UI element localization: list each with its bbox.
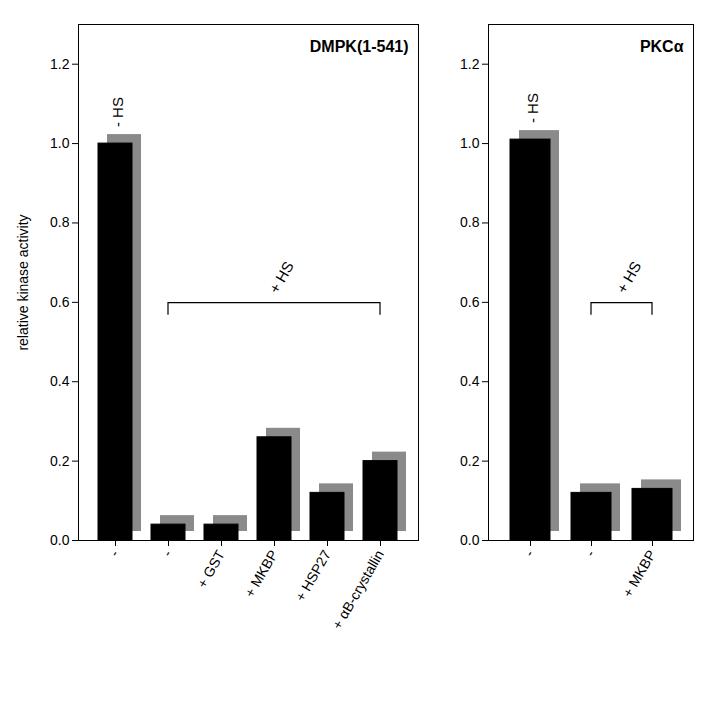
svg-text:+ HS: + HS — [265, 258, 297, 296]
svg-text:1.0: 1.0 — [460, 135, 480, 151]
svg-text:1.2: 1.2 — [460, 56, 480, 72]
svg-text:0.6: 0.6 — [50, 294, 70, 310]
svg-text:0.0: 0.0 — [50, 532, 70, 548]
svg-text:0.8: 0.8 — [50, 214, 70, 230]
svg-text:0.0: 0.0 — [460, 532, 480, 548]
svg-text:0.2: 0.2 — [50, 453, 70, 469]
svg-text:+ HSP27: + HSP27 — [292, 547, 334, 604]
svg-text:0.6: 0.6 — [460, 294, 480, 310]
svg-text:relative kinase activity: relative kinase activity — [15, 214, 31, 350]
svg-text:0.2: 0.2 — [460, 453, 480, 469]
svg-text:-: - — [521, 547, 537, 559]
svg-text:-: - — [159, 547, 175, 559]
svg-text:0.8: 0.8 — [460, 214, 480, 230]
svg-text:-: - — [582, 547, 598, 559]
svg-text:1.2: 1.2 — [50, 56, 70, 72]
svg-text:+ HS: + HS — [613, 258, 645, 296]
svg-text:1.0: 1.0 — [50, 135, 70, 151]
svg-text:0.4: 0.4 — [460, 373, 480, 389]
svg-text:+ GST: + GST — [194, 547, 229, 591]
svg-text:-: - — [106, 547, 122, 559]
svg-text:+ MKBP: + MKBP — [619, 547, 659, 600]
svg-text:DMPK(1-541): DMPK(1-541) — [310, 38, 409, 55]
svg-text:- HS: - HS — [524, 93, 541, 123]
svg-text:- HS: - HS — [109, 97, 126, 127]
svg-text:PKCα: PKCα — [640, 38, 684, 55]
svg-text:+ MKBP: + MKBP — [241, 547, 281, 600]
svg-text:+ αB-crystallin: + αB-crystallin — [329, 547, 387, 632]
svg-text:0.4: 0.4 — [50, 373, 70, 389]
